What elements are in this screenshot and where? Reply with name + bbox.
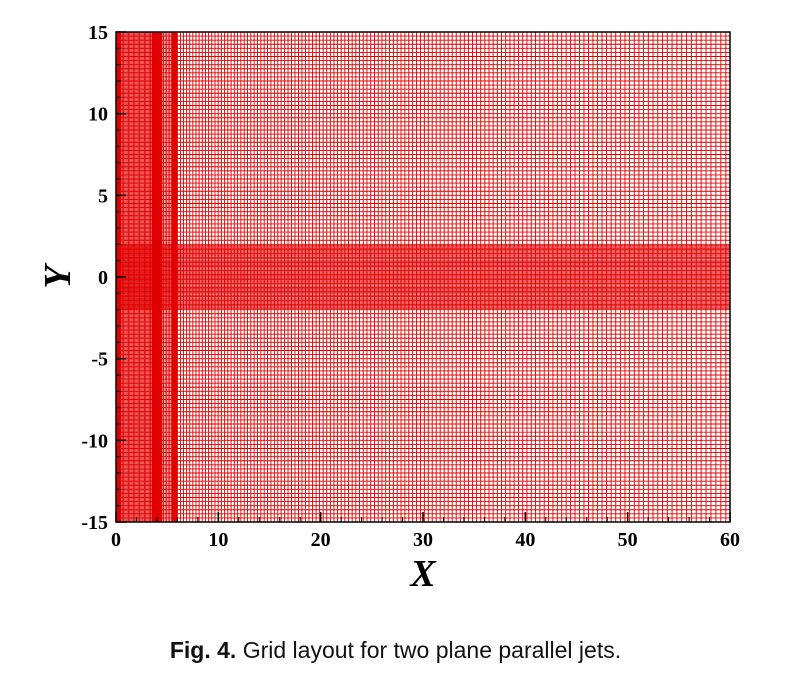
x-tick-label: 40 — [515, 529, 535, 551]
figure-caption-label: Fig. 4. — [169, 637, 237, 663]
x-tick-label: 20 — [311, 529, 331, 551]
x-tick-label: 0 — [111, 529, 121, 551]
x-tick-label: 30 — [413, 529, 433, 551]
y-tick-label: -15 — [81, 512, 108, 534]
y-tick-label: 15 — [88, 22, 108, 44]
mesh-horizontal-lines — [116, 31, 730, 523]
plot-area — [115, 31, 731, 523]
x-tick-label: 50 — [618, 529, 638, 551]
figure-caption: Fig. 4. Grid layout for two plane parall… — [0, 637, 791, 664]
x-tick-label: 60 — [720, 529, 740, 551]
y-tick-label: 5 — [98, 185, 108, 207]
x-axis-title: X — [409, 553, 437, 595]
y-axis-ticks: 15 10 5 0 -5 -10 -15 — [81, 22, 126, 534]
y-tick-label: 0 — [98, 267, 108, 289]
y-tick-label: -5 — [91, 349, 108, 371]
figure-caption-text: Grid layout for two plane parallel jets. — [242, 637, 622, 663]
y-axis-title: Y — [37, 262, 79, 289]
x-axis-ticks: 0 10 20 30 40 50 60 — [111, 512, 740, 551]
y-tick-label: -10 — [81, 430, 108, 452]
x-tick-label: 10 — [208, 529, 228, 551]
y-tick-label: 10 — [88, 104, 108, 126]
